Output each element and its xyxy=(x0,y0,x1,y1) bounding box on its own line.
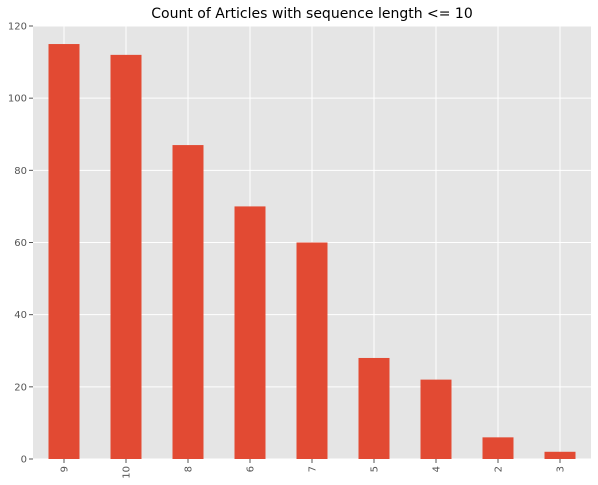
y-tick-label: 120 xyxy=(8,22,27,33)
bars xyxy=(48,44,576,460)
bar-8 xyxy=(172,145,204,459)
bar-4 xyxy=(420,379,452,459)
chart-title: Count of Articles with sequence length <… xyxy=(151,6,473,22)
y-tick-label: 20 xyxy=(14,382,27,393)
x-tick-label: 3 xyxy=(556,466,567,472)
bar-10 xyxy=(110,54,142,459)
y-axis-ticks: 0 20 40 60 80 100 120 xyxy=(8,22,33,466)
bar-9 xyxy=(48,44,80,460)
y-tick-label: 0 xyxy=(21,455,27,466)
bar-7 xyxy=(296,242,328,459)
y-tick-label: 60 xyxy=(14,238,27,249)
x-tick-label: 10 xyxy=(122,466,133,479)
bar-3 xyxy=(544,451,576,459)
x-tick-label: 6 xyxy=(246,466,257,472)
x-tick-label: 4 xyxy=(432,466,443,472)
y-tick-label: 80 xyxy=(14,166,27,177)
x-axis-ticks: 9 10 8 6 7 5 4 2 3 xyxy=(60,459,567,479)
x-tick-label: 9 xyxy=(60,466,71,472)
x-tick-label: 5 xyxy=(370,466,381,472)
bar-5 xyxy=(358,357,390,459)
y-tick-label: 100 xyxy=(8,94,27,105)
bar-2 xyxy=(482,437,514,459)
y-tick-label: 40 xyxy=(14,310,27,321)
bar-6 xyxy=(234,206,266,459)
x-tick-label: 2 xyxy=(494,466,505,472)
x-tick-label: 7 xyxy=(308,466,319,472)
x-tick-label: 8 xyxy=(184,466,195,472)
